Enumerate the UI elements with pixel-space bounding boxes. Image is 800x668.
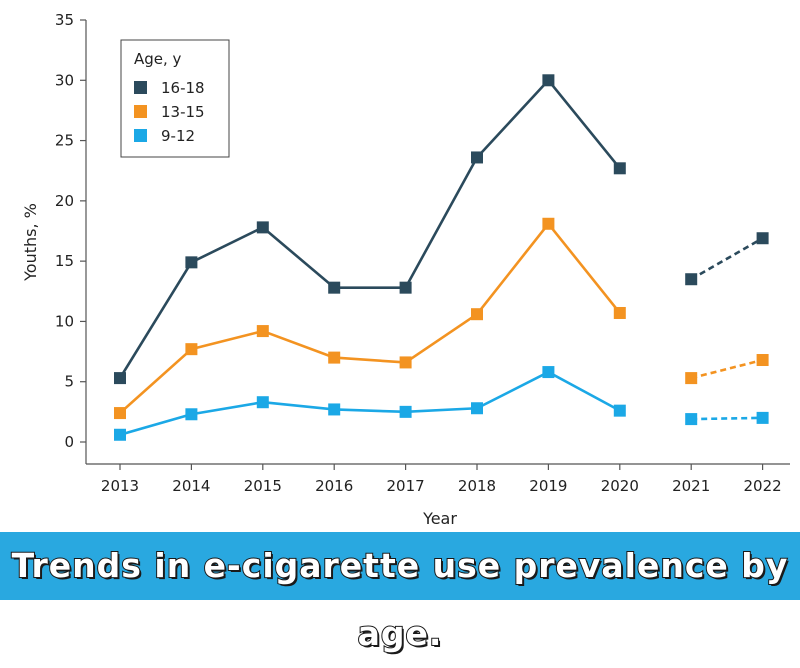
data-point <box>613 162 626 175</box>
data-point <box>542 217 555 230</box>
x-tick-label: 2019 <box>529 477 567 495</box>
legend-label: 16-18 <box>161 79 205 97</box>
data-point <box>328 403 341 416</box>
data-point <box>471 308 483 321</box>
legend-swatch <box>134 81 147 94</box>
data-point <box>185 408 198 421</box>
x-tick-label: 2017 <box>387 477 425 495</box>
data-point <box>114 372 126 385</box>
legend-label: 9-12 <box>161 127 195 145</box>
y-tick-label: 30 <box>55 71 74 89</box>
data-point <box>114 428 126 441</box>
data-point <box>756 232 769 245</box>
series-16-18 <box>114 74 769 385</box>
x-tick-label: 2020 <box>601 477 639 495</box>
legend-title: Age, y <box>134 50 182 68</box>
y-tick-label: 5 <box>64 373 74 391</box>
caption-bar <box>0 532 800 600</box>
x-tick-label: 2014 <box>172 477 210 495</box>
data-point <box>185 343 198 356</box>
data-point <box>256 221 269 234</box>
data-point <box>613 404 626 417</box>
y-axis-title: Youths, % <box>21 203 40 282</box>
series-line-solid <box>119 222 621 415</box>
data-point <box>185 256 198 269</box>
x-axis-title: Year <box>422 509 457 528</box>
data-point <box>328 281 341 294</box>
caption-text: Trends in e-cigarette use prevalence by … <box>11 545 789 654</box>
data-point <box>542 74 555 87</box>
y-tick-label: 35 <box>55 11 74 29</box>
y-tick-label: 20 <box>55 192 74 210</box>
series-layer <box>114 74 769 441</box>
series-line-solid <box>119 370 621 437</box>
series-line-dashed <box>690 358 763 380</box>
y-tick-label: 25 <box>55 132 74 150</box>
legend-items: 16-18 13-15 9-12 <box>134 79 205 145</box>
x-tick-label: 2013 <box>101 477 139 495</box>
x-tick-label: 2015 <box>244 477 282 495</box>
x-tick-label: 2016 <box>315 477 353 495</box>
x-tick-label: 2022 <box>744 477 782 495</box>
data-point <box>471 151 483 164</box>
data-point <box>114 407 126 420</box>
legend-swatch <box>134 105 147 118</box>
series-9-12 <box>114 366 769 441</box>
x-tick-label: 2021 <box>672 477 710 495</box>
plot-area <box>85 20 790 465</box>
series-line-solid <box>118 78 621 379</box>
data-point <box>471 402 483 415</box>
data-point <box>328 351 341 364</box>
data-point <box>399 281 412 294</box>
data-point <box>685 372 698 385</box>
x-axis-ticks: 2013 2014 2015 2016 2017 2018 2019 2020 2021 2022 <box>101 464 782 495</box>
data-point <box>685 273 698 286</box>
data-point <box>256 325 269 338</box>
legend-swatch <box>134 129 147 142</box>
data-point <box>756 411 769 424</box>
data-point <box>399 405 412 418</box>
y-tick-label: 10 <box>55 312 74 330</box>
y-tick-label: 0 <box>64 433 74 451</box>
series-13-15 <box>114 217 769 420</box>
data-point <box>256 396 269 409</box>
x-tick-label: 2018 <box>458 477 496 495</box>
legend-label: 13-15 <box>161 103 205 121</box>
y-axis-ticks: 0 5 10 15 20 25 30 35 <box>55 11 86 451</box>
legend: Age, y 16-18 13-15 9-12 <box>120 39 230 158</box>
data-point <box>756 354 769 367</box>
data-point <box>542 366 555 379</box>
series-line-dashed <box>690 237 764 281</box>
data-point <box>613 306 626 319</box>
data-point <box>399 356 412 369</box>
series-line-dashed <box>691 416 763 421</box>
data-point <box>685 413 698 426</box>
y-tick-label: 15 <box>55 252 74 270</box>
